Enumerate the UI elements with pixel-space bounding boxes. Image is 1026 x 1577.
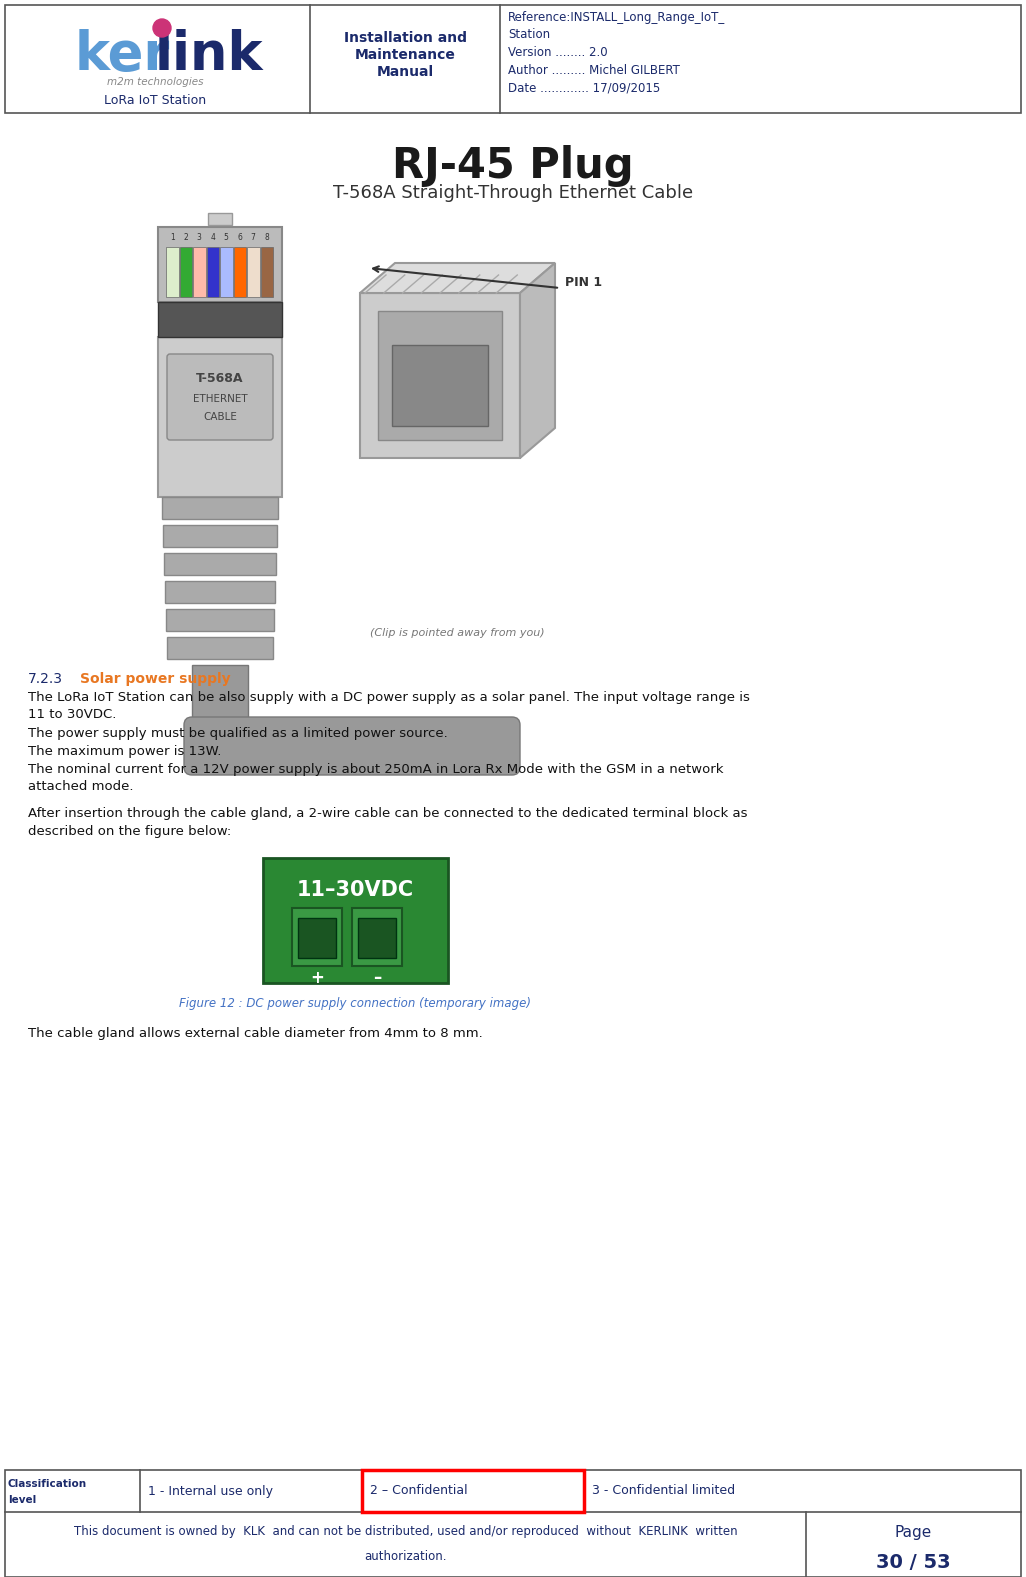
Text: Installation and: Installation and: [344, 32, 467, 46]
Text: –: –: [372, 968, 381, 987]
Text: 8: 8: [265, 232, 269, 241]
Text: link: link: [155, 28, 264, 80]
Text: 3 - Confidential limited: 3 - Confidential limited: [592, 1484, 735, 1498]
Text: ker: ker: [75, 28, 170, 80]
Text: level: level: [8, 1495, 36, 1504]
Text: The nominal current for a 12V power supply is about 250mA in Lora Rx Mode with t: The nominal current for a 12V power supp…: [28, 763, 723, 776]
Text: Page: Page: [895, 1525, 933, 1539]
Text: Manual: Manual: [377, 65, 434, 79]
Bar: [208, 213, 232, 226]
Text: 7.2.3: 7.2.3: [28, 672, 63, 686]
Text: LoRa IoT Station: LoRa IoT Station: [104, 93, 206, 107]
Bar: [193, 248, 205, 296]
Text: 6: 6: [237, 232, 242, 241]
FancyBboxPatch shape: [184, 718, 520, 774]
Text: Station: Station: [508, 27, 550, 41]
Text: described on the figure below:: described on the figure below:: [28, 825, 231, 839]
Bar: [358, 918, 396, 957]
Bar: [166, 248, 179, 296]
Text: m2m technologies: m2m technologies: [107, 77, 203, 87]
Bar: [158, 337, 282, 497]
Text: 5: 5: [224, 232, 229, 241]
Bar: [352, 908, 402, 967]
Text: Date ............. 17/09/2015: Date ............. 17/09/2015: [508, 82, 661, 95]
Bar: [360, 293, 520, 457]
Text: T-568A Straight-Through Ethernet Cable: T-568A Straight-Through Ethernet Cable: [333, 185, 693, 202]
Text: +: +: [310, 968, 324, 987]
Bar: [247, 248, 260, 296]
Bar: [378, 311, 502, 440]
Text: The LoRa IoT Station can be also supply with a DC power supply as a solar panel.: The LoRa IoT Station can be also supply …: [28, 691, 750, 703]
Bar: [180, 248, 192, 296]
Text: Author ......... Michel GILBERT: Author ......... Michel GILBERT: [508, 63, 680, 77]
Text: This document is owned by  KLK  and can not be distributed, used and/or reproduc: This document is owned by KLK and can no…: [74, 1525, 738, 1539]
Text: The cable gland allows external cable diameter from 4mm to 8 mm.: The cable gland allows external cable di…: [28, 1028, 483, 1041]
Text: 11 to 30VDC.: 11 to 30VDC.: [28, 708, 116, 722]
Text: 30 / 53: 30 / 53: [876, 1552, 951, 1572]
Text: RJ-45 Plug: RJ-45 Plug: [392, 145, 634, 188]
Bar: [167, 637, 273, 659]
Text: 2: 2: [184, 232, 188, 241]
FancyBboxPatch shape: [167, 353, 273, 440]
Bar: [298, 918, 336, 957]
Bar: [206, 248, 219, 296]
Bar: [261, 248, 273, 296]
Text: 1: 1: [170, 232, 174, 241]
Text: CABLE: CABLE: [203, 412, 237, 423]
Text: 1 - Internal use only: 1 - Internal use only: [148, 1484, 273, 1498]
Bar: [166, 609, 274, 631]
Bar: [158, 227, 282, 303]
Text: Solar power supply: Solar power supply: [80, 672, 231, 686]
Bar: [392, 345, 488, 426]
Bar: [263, 858, 448, 982]
Bar: [162, 497, 278, 519]
Text: The maximum power is 13W.: The maximum power is 13W.: [28, 744, 222, 757]
Text: The power supply must be qualified as a limited power source.: The power supply must be qualified as a …: [28, 727, 447, 740]
Bar: [220, 248, 233, 296]
Bar: [158, 303, 282, 337]
Text: attached mode.: attached mode.: [28, 781, 133, 793]
Text: (Clip is pointed away from you): (Clip is pointed away from you): [370, 628, 545, 639]
Text: 2 – Confidential: 2 – Confidential: [370, 1484, 468, 1498]
Text: Classification: Classification: [8, 1479, 87, 1489]
Text: Version ........ 2.0: Version ........ 2.0: [508, 46, 607, 58]
Text: 3: 3: [197, 232, 202, 241]
Bar: [192, 665, 248, 725]
Bar: [234, 248, 246, 296]
Text: Figure 12 : DC power supply connection (temporary image): Figure 12 : DC power supply connection (…: [179, 998, 531, 1011]
Circle shape: [153, 19, 171, 36]
Bar: [362, 1470, 584, 1512]
Bar: [5, 1470, 1021, 1577]
Text: 7: 7: [250, 232, 255, 241]
Bar: [165, 580, 275, 602]
Text: PIN 1: PIN 1: [565, 276, 602, 290]
Text: After insertion through the cable gland, a 2-wire cable can be connected to the : After insertion through the cable gland,…: [28, 807, 748, 820]
Bar: [5, 5, 1021, 114]
Text: Reference:INSTALL_Long_Range_IoT_: Reference:INSTALL_Long_Range_IoT_: [508, 11, 725, 25]
Text: 11–30VDC: 11–30VDC: [297, 880, 413, 900]
Text: 4: 4: [210, 232, 215, 241]
Bar: [163, 525, 277, 547]
Polygon shape: [520, 263, 555, 457]
Text: ETHERNET: ETHERNET: [193, 394, 247, 404]
Bar: [164, 554, 276, 576]
Text: T-568A: T-568A: [196, 372, 244, 385]
Text: authorization.: authorization.: [364, 1550, 446, 1563]
Polygon shape: [360, 263, 555, 293]
Text: Maintenance: Maintenance: [355, 47, 456, 62]
Bar: [292, 908, 342, 967]
